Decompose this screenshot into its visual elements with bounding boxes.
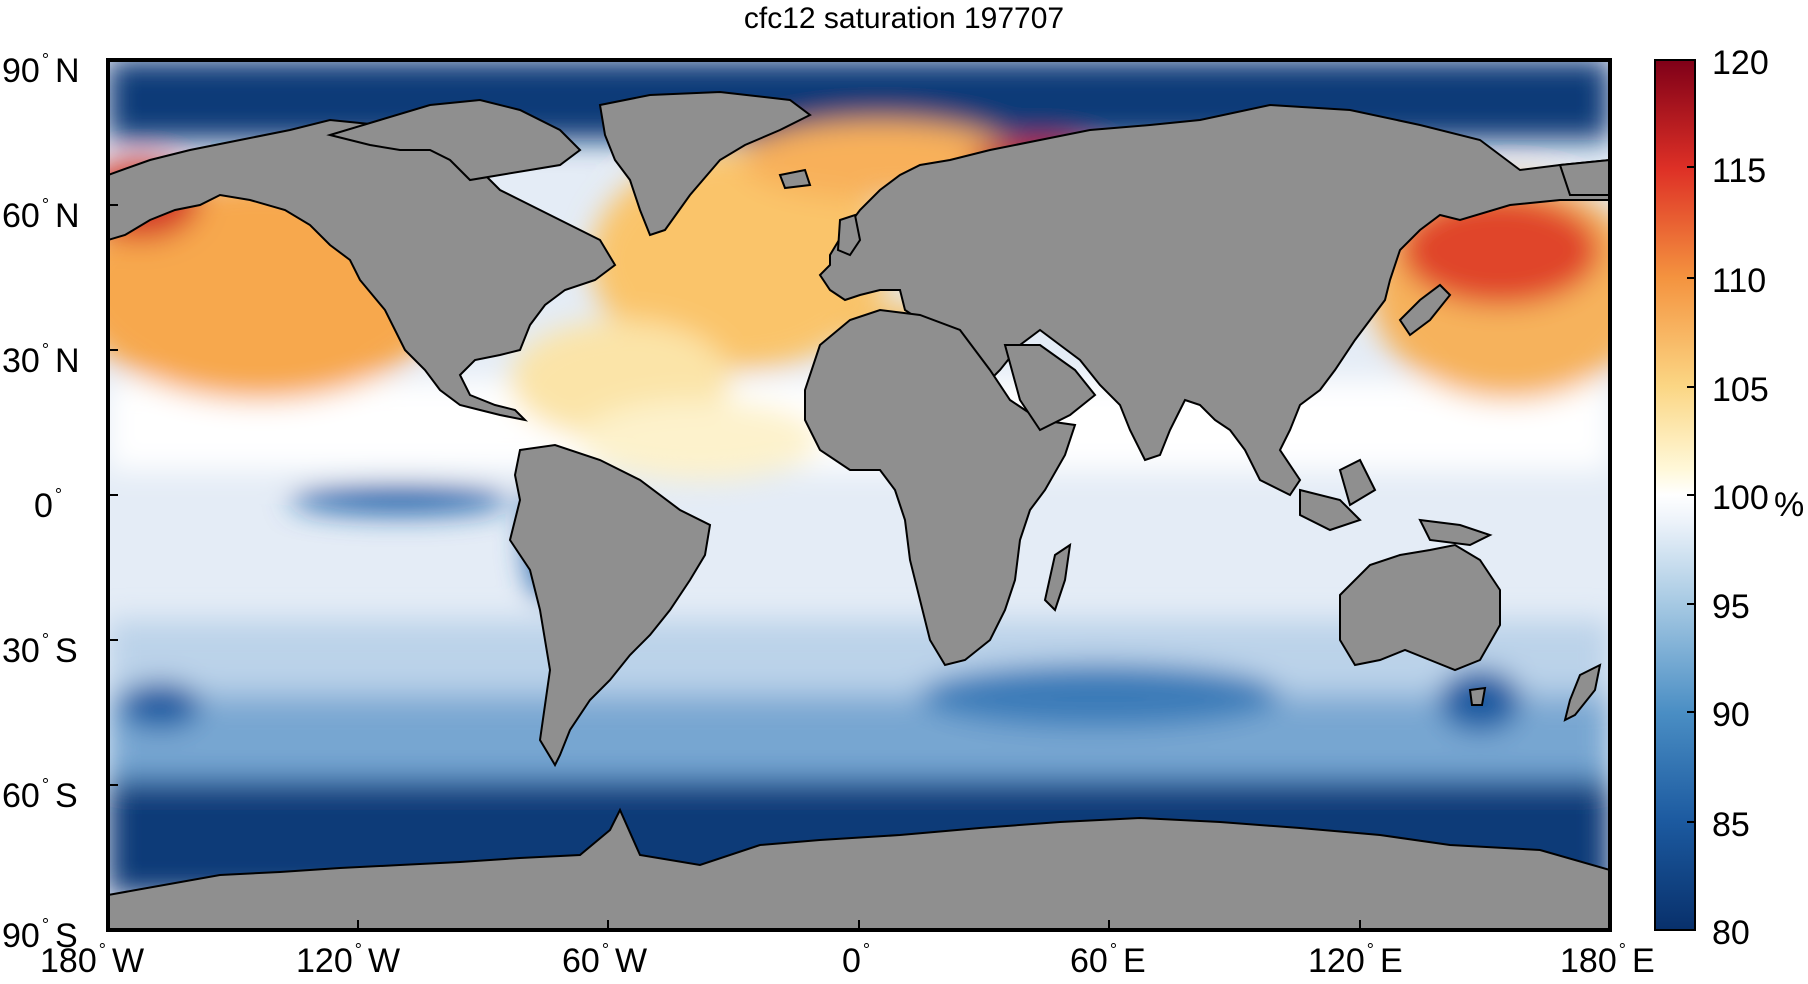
colorbar-label-115: 115	[1712, 152, 1767, 190]
colorbar-ticks	[1687, 166, 1695, 823]
tasmania	[1468, 686, 1487, 706]
lat-label-60s: 60 ° S	[2, 775, 78, 815]
lat-label-30s: 30 ° S	[2, 630, 78, 670]
colorbar-label-85: 85	[1712, 806, 1750, 844]
antarctica	[108, 807, 1610, 930]
australia	[1339, 543, 1501, 672]
new-zealand	[1563, 663, 1602, 722]
lon-label-180e: 180 ° E	[1560, 940, 1655, 980]
madagascar	[1043, 542, 1072, 612]
colorbar-label-105: 105	[1712, 371, 1769, 409]
lat-label-30n: 30 ° N	[2, 340, 80, 380]
lon-label-120e: 120 ° E	[1308, 940, 1403, 980]
lon-label-120w: 120 ° W	[296, 940, 401, 980]
lon-label-60e: 60 ° E	[1070, 940, 1146, 980]
map-title: cfc12 saturation 197707	[743, 2, 1065, 35]
lon-label-0: 0 °	[842, 940, 871, 980]
lat-label-90s: 90 ° S	[2, 915, 78, 955]
maritime-continent	[1299, 458, 1493, 547]
colorbar-label-90: 90	[1712, 696, 1750, 734]
land-masses	[108, 90, 1610, 930]
arctic-islands	[326, 98, 582, 182]
japan	[1398, 283, 1452, 337]
lat-label-0: 0 °	[34, 485, 63, 525]
colorbar-unit: %	[1774, 486, 1805, 524]
chukotka	[1558, 158, 1610, 196]
iceland	[778, 168, 812, 190]
colorbar-label-110: 110	[1712, 262, 1767, 300]
lon-label-60w: 60 ° W	[562, 940, 648, 980]
colorbar-label-100: 100	[1712, 479, 1769, 517]
map-field	[108, 60, 1610, 930]
lat-label-60n: 60 ° N	[2, 195, 80, 235]
colorbar-label-80: 80	[1712, 914, 1750, 952]
colorbar-label-120: 120	[1712, 44, 1769, 82]
arabian-peninsula	[1003, 344, 1097, 432]
south-america	[508, 443, 712, 768]
lon-label-180w: 180 ° W	[40, 940, 145, 980]
colorbar-label-95: 95	[1712, 588, 1750, 626]
tick-marks	[108, 59, 1361, 930]
lat-label-90n: 90 ° N	[2, 50, 80, 90]
british-isles	[836, 213, 862, 257]
africa	[804, 308, 1077, 667]
greenland	[598, 90, 812, 237]
